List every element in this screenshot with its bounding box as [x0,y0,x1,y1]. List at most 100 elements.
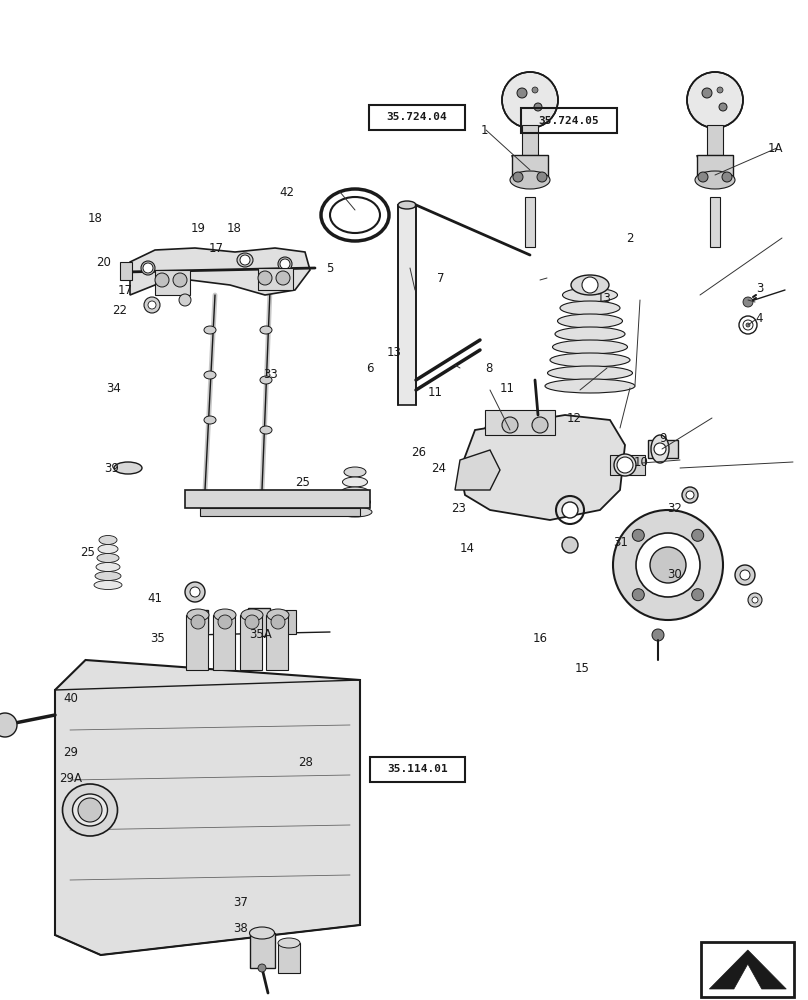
Ellipse shape [114,462,142,474]
Ellipse shape [510,171,550,189]
Ellipse shape [99,536,117,544]
Bar [398,205,416,405]
Circle shape [148,301,156,309]
Ellipse shape [278,938,300,948]
Ellipse shape [695,171,735,189]
Text: 29A: 29A [60,772,82,784]
Text: 4: 4 [755,312,764,324]
Circle shape [502,417,518,433]
Ellipse shape [339,497,371,507]
Circle shape [0,713,17,737]
Text: 42: 42 [280,186,294,198]
Ellipse shape [204,371,216,379]
Bar [258,268,293,290]
Text: 20: 20 [96,255,111,268]
Circle shape [532,417,548,433]
Circle shape [191,615,205,629]
Text: 40: 40 [64,692,78,704]
Ellipse shape [278,257,292,271]
Circle shape [692,589,704,601]
Ellipse shape [330,197,380,233]
Text: 17: 17 [209,241,224,254]
Circle shape [245,615,259,629]
Text: 23: 23 [452,502,466,514]
Text: 35A: 35A [249,629,271,642]
Circle shape [613,510,723,620]
Circle shape [633,589,644,601]
Circle shape [532,87,538,93]
Circle shape [682,487,698,503]
Circle shape [562,502,578,518]
Text: 22: 22 [112,304,127,316]
Circle shape [78,798,102,822]
Circle shape [271,615,285,629]
Polygon shape [130,248,310,295]
Circle shape [687,72,743,128]
Circle shape [179,294,191,306]
Circle shape [692,529,704,541]
Ellipse shape [73,794,107,826]
Circle shape [752,597,758,603]
Bar [250,933,275,968]
Text: 6: 6 [366,361,374,374]
Text: 15: 15 [574,662,589,674]
Ellipse shape [548,366,633,380]
Text: 31: 31 [613,536,628,548]
Circle shape [735,565,755,585]
Circle shape [633,529,644,541]
Ellipse shape [260,426,272,434]
Bar [185,490,370,508]
Ellipse shape [562,288,617,302]
Ellipse shape [94,580,122,589]
Circle shape [719,103,727,111]
Ellipse shape [141,261,155,275]
Text: 3: 3 [755,282,764,294]
Bar [248,608,270,636]
Ellipse shape [545,379,635,393]
Bar [266,615,288,670]
Circle shape [650,547,686,583]
Ellipse shape [341,487,369,497]
Bar [521,108,617,133]
Circle shape [702,88,712,98]
Bar [512,155,548,180]
Ellipse shape [97,554,119,562]
Text: 5: 5 [326,261,334,274]
Text: 11: 11 [427,385,442,398]
Bar [278,943,300,973]
Text: 14: 14 [460,542,474,554]
Circle shape [144,297,160,313]
Ellipse shape [98,544,118,554]
Ellipse shape [553,340,628,354]
Text: 33: 33 [263,368,278,381]
Text: 32: 32 [667,502,682,514]
Circle shape [748,593,762,607]
Ellipse shape [651,435,669,463]
Bar [200,508,360,516]
Circle shape [582,277,598,293]
Text: 25: 25 [80,546,95,558]
Text: 16: 16 [532,632,547,645]
Circle shape [636,533,700,597]
Circle shape [280,259,290,269]
Ellipse shape [398,201,416,209]
Bar [525,197,535,247]
Bar [697,155,733,180]
Ellipse shape [558,314,622,328]
Text: 18: 18 [88,212,103,225]
Circle shape [534,103,542,111]
Circle shape [143,263,153,273]
Circle shape [743,320,753,330]
Bar [186,615,208,670]
Polygon shape [709,950,786,989]
Text: 2: 2 [626,232,634,244]
Polygon shape [55,660,360,955]
Polygon shape [455,450,500,490]
Text: 10: 10 [633,456,648,468]
Ellipse shape [267,609,289,621]
Bar [648,440,678,458]
Bar [707,125,723,155]
Circle shape [746,323,750,327]
Ellipse shape [344,467,366,477]
Bar [155,270,190,295]
